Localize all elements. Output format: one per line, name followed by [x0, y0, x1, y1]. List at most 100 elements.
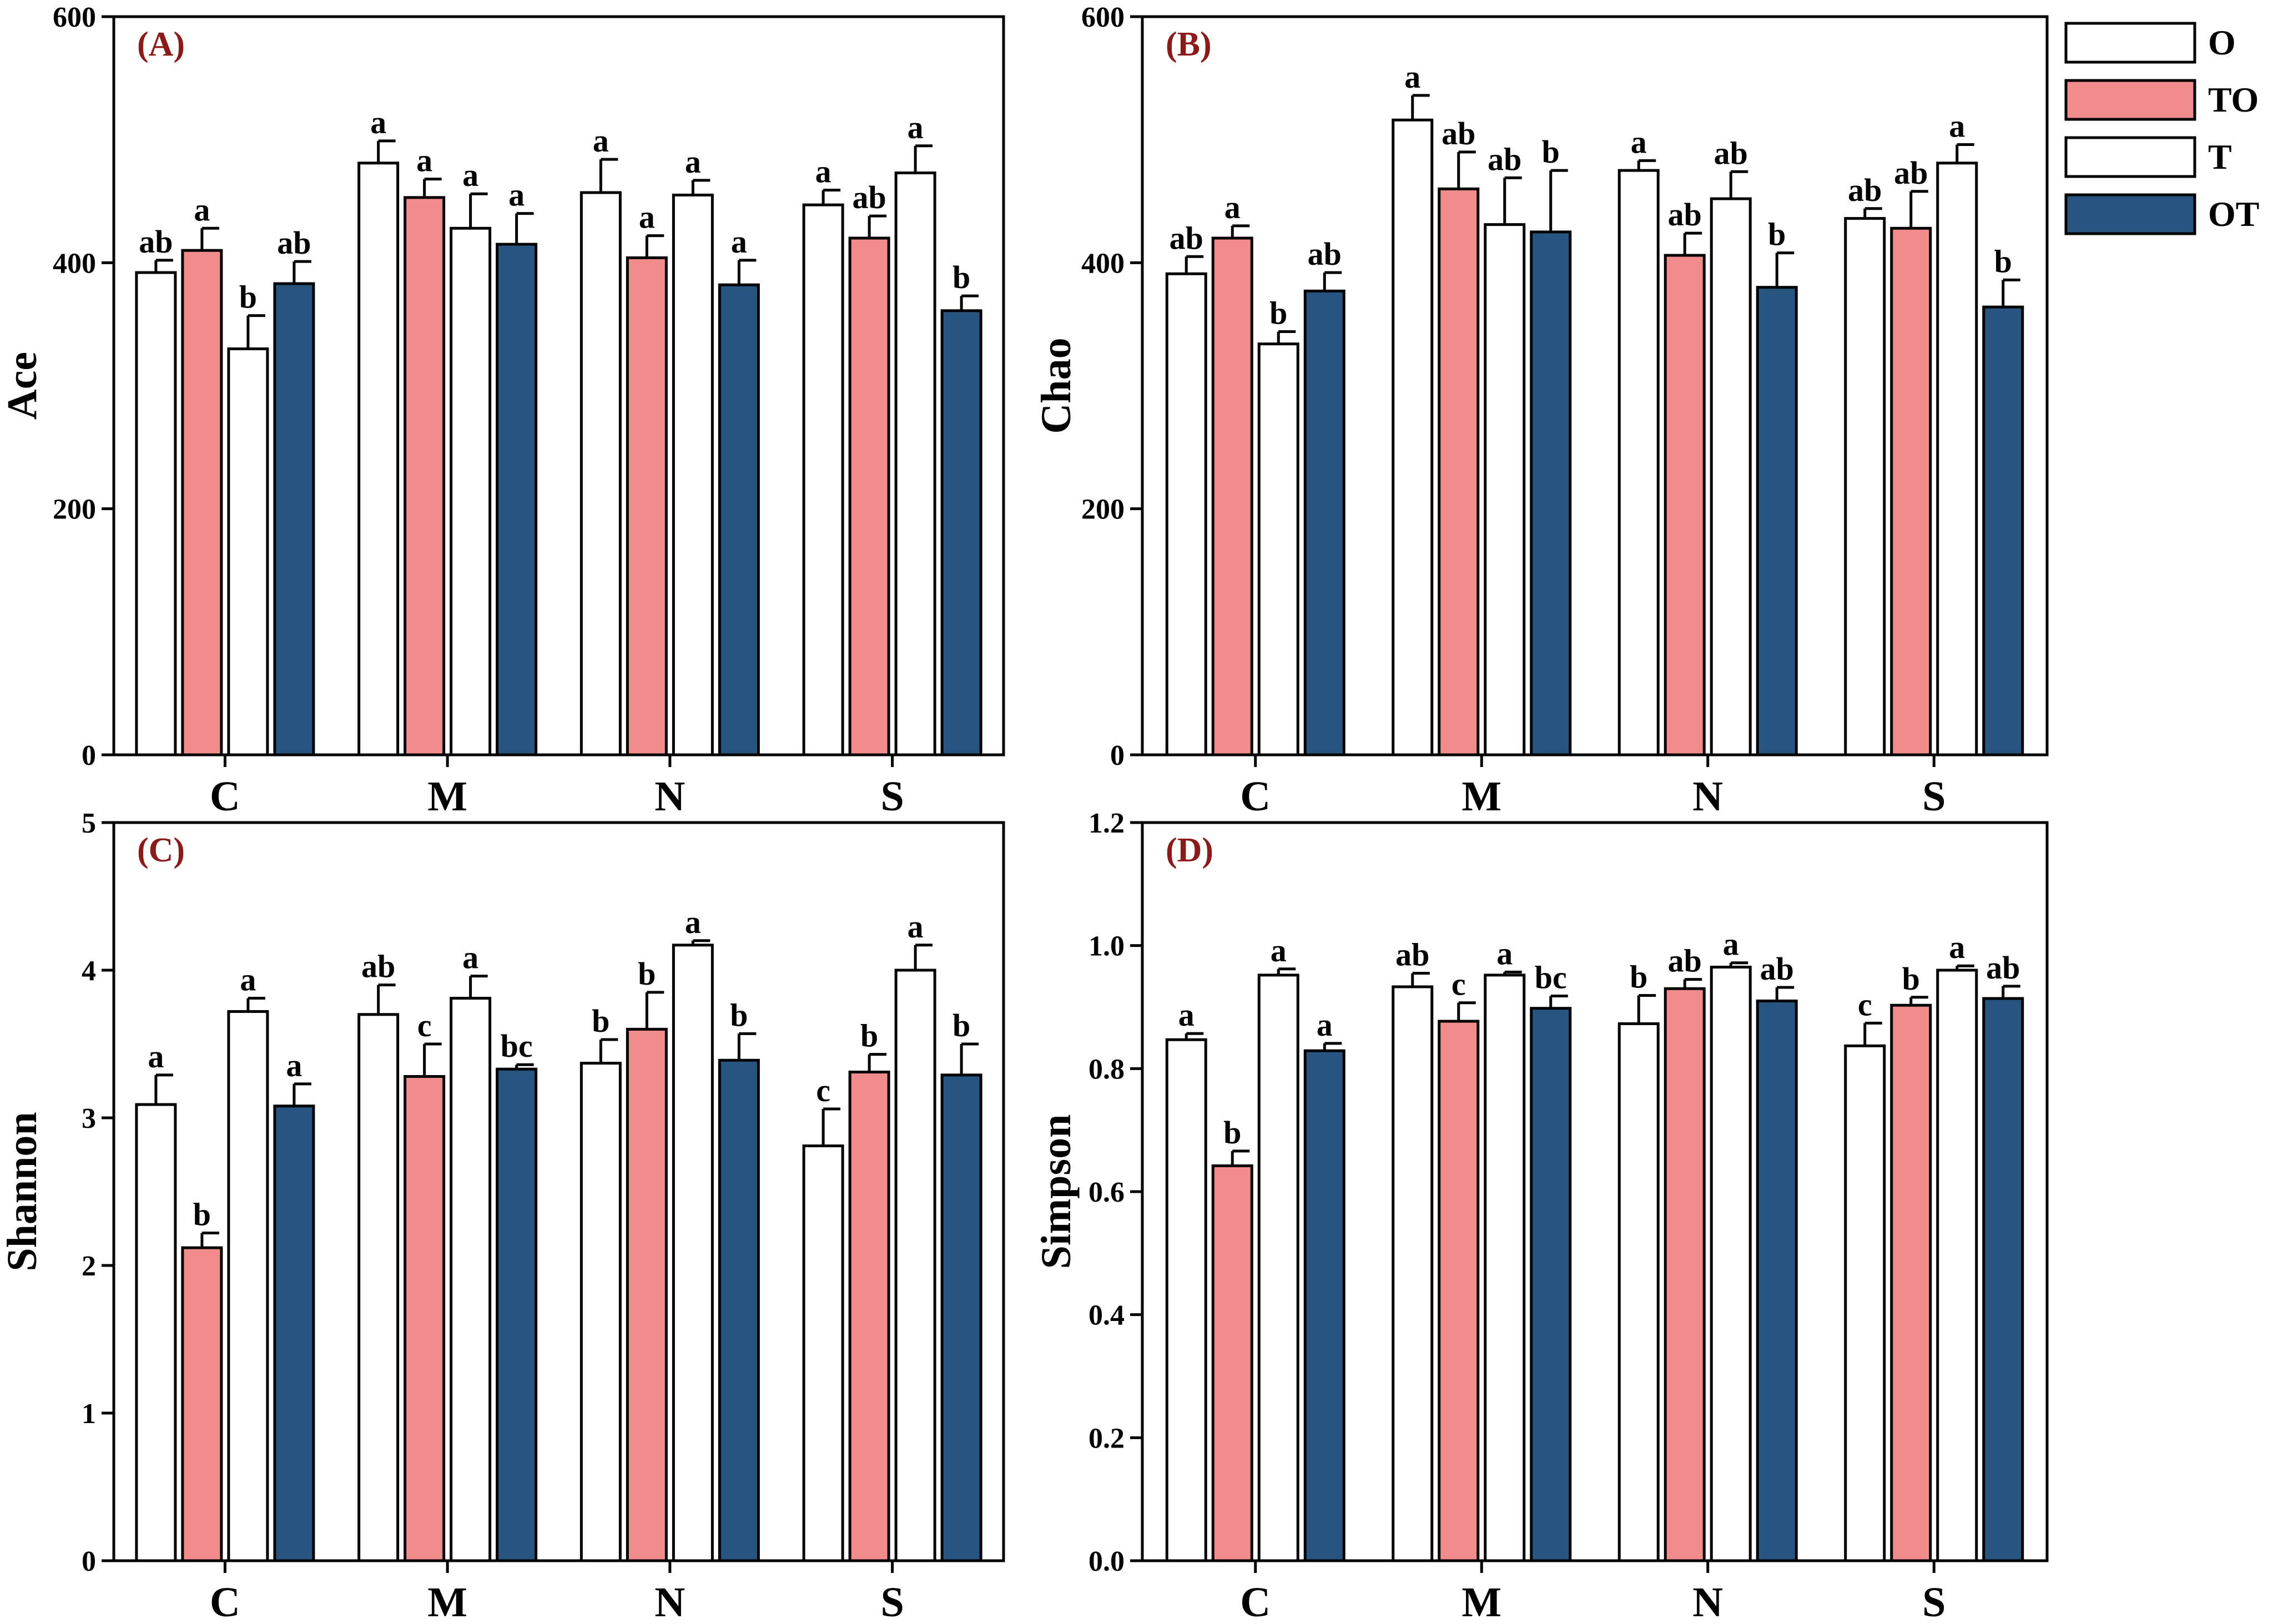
- bar-o-s: [802, 203, 844, 756]
- bar-o-m: [357, 1013, 400, 1562]
- significance-label: bc: [501, 1028, 533, 1064]
- significance-label: a: [462, 940, 478, 976]
- y-tick-label: 600: [1081, 2, 1125, 33]
- legend-label: OT: [2208, 194, 2259, 234]
- bar-to-c: [1211, 1164, 1253, 1562]
- y-axis-title: Ace: [0, 352, 46, 420]
- y-tick-label: 0.6: [1088, 1177, 1125, 1208]
- category-label: C: [1240, 773, 1271, 820]
- significance-label: a: [908, 909, 924, 945]
- category-label: C: [210, 773, 240, 820]
- significance-label: b: [638, 956, 656, 992]
- panel-label: (A): [137, 26, 185, 63]
- category-label: S: [880, 773, 904, 820]
- significance-label: a: [508, 177, 525, 213]
- bar-ot-s: [1982, 997, 2024, 1562]
- legend-label: TO: [2208, 80, 2259, 119]
- legend-swatch-ot: [2064, 193, 2196, 235]
- significance-label: a: [731, 224, 747, 260]
- significance-label: ab: [852, 179, 886, 215]
- bar-ot-n: [718, 283, 760, 756]
- legend-swatch-t: [2064, 136, 2196, 178]
- bar-t-m: [1484, 974, 1526, 1562]
- significance-label: a: [1496, 935, 1513, 971]
- significance-label: a: [1723, 926, 1739, 962]
- significance-label: ab: [139, 224, 173, 260]
- bar-ot-s: [940, 1073, 982, 1562]
- bar-to-s: [1890, 226, 1932, 756]
- plot-frame: [112, 15, 1005, 756]
- significance-label: c: [1452, 966, 1466, 1002]
- bar-to-m: [404, 196, 446, 756]
- significance-label: b: [239, 279, 257, 315]
- legend-swatch-o: [2064, 22, 2196, 64]
- y-tick-label: 200: [1081, 494, 1125, 526]
- significance-label: ab: [277, 225, 311, 261]
- y-tick-label: 600: [53, 2, 96, 33]
- bar-o-c: [135, 1103, 177, 1562]
- significance-label: bc: [1535, 960, 1567, 996]
- category-label: N: [654, 1579, 685, 1624]
- y-tick-label: 1.0: [1088, 931, 1125, 962]
- significance-label: a: [1317, 1007, 1333, 1043]
- significance-label: c: [417, 1007, 432, 1043]
- significance-label: a: [1224, 189, 1241, 225]
- bar-ot-m: [496, 1067, 538, 1562]
- significance-label: a: [416, 143, 432, 179]
- significance-label: ab: [1714, 135, 1748, 171]
- category-label: S: [1922, 1579, 1946, 1624]
- bar-o-s: [802, 1144, 844, 1562]
- significance-label: b: [952, 1007, 970, 1043]
- bar-t-n: [1710, 197, 1752, 756]
- bar-o-m: [1392, 985, 1434, 1562]
- significance-label: ab: [1170, 220, 1203, 256]
- bar-to-m: [1438, 1020, 1480, 1562]
- y-tick-label: 200: [53, 494, 96, 526]
- bar-o-s: [1844, 1044, 1886, 1562]
- category-label: M: [427, 773, 467, 820]
- bar-to-c: [181, 1246, 223, 1562]
- plot-frame: [1141, 15, 2049, 756]
- bar-o-s: [1844, 217, 1886, 756]
- bar-ot-n: [1756, 999, 1798, 1562]
- bar-t-c: [1257, 342, 1299, 756]
- significance-label: a: [639, 199, 655, 235]
- significance-label: a: [148, 1038, 164, 1075]
- y-tick-label: 0: [82, 740, 96, 771]
- y-tick-label: 0.8: [1088, 1053, 1125, 1085]
- bar-t-m: [450, 226, 492, 756]
- bar-ot-m: [496, 243, 538, 756]
- bar-o-n: [579, 1062, 622, 1562]
- category-label: N: [1692, 773, 1723, 820]
- bar-t-n: [672, 944, 714, 1562]
- bar-t-c: [1257, 974, 1299, 1562]
- bar-t-s: [1936, 969, 1978, 1562]
- significance-label: ab: [1488, 141, 1521, 177]
- bar-ot-n: [1756, 286, 1798, 756]
- panel-label: (B): [1166, 26, 1212, 63]
- y-tick-label: 1.2: [1088, 808, 1125, 839]
- bar-o-c: [135, 271, 177, 756]
- significance-label: ab: [1308, 236, 1342, 272]
- bar-ot-n: [718, 1058, 760, 1562]
- y-tick-label: 0.4: [1088, 1300, 1125, 1332]
- significance-label: a: [908, 109, 924, 145]
- significance-label: a: [370, 104, 386, 140]
- y-axis-title: Chao: [1033, 337, 1080, 433]
- bar-o-c: [1165, 1038, 1207, 1562]
- y-axis-title: Shannon: [0, 1112, 46, 1271]
- bar-o-n: [1617, 169, 1660, 756]
- panel-label: (D): [1166, 831, 1213, 869]
- bar-to-s: [848, 236, 890, 756]
- significance-label: c: [816, 1072, 830, 1108]
- y-tick-label: 5: [82, 808, 96, 839]
- bar-to-n: [626, 1027, 668, 1562]
- category-label: N: [654, 773, 685, 820]
- significance-label: a: [1949, 108, 1965, 144]
- significance-label: ab: [1668, 943, 1702, 979]
- y-tick-label: 1: [82, 1398, 96, 1430]
- bar-to-s: [1890, 1003, 1932, 1562]
- y-tick-label: 0.0: [1088, 1546, 1125, 1577]
- significance-label: ab: [1395, 937, 1429, 973]
